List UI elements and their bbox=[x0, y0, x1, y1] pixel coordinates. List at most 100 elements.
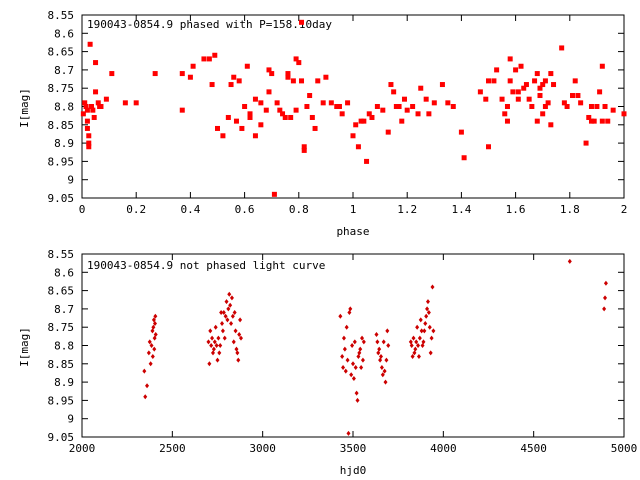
phased-data-point bbox=[401, 96, 407, 102]
phased-data-point bbox=[93, 89, 99, 95]
phased-data-point bbox=[271, 191, 277, 197]
lightcurve-data-point bbox=[345, 357, 350, 363]
lightcurve-data-point bbox=[350, 343, 355, 348]
lightcurve-y-tick-label: 8.9 bbox=[54, 376, 74, 389]
lightcurve-data-point bbox=[378, 357, 383, 363]
lightcurve-data-point bbox=[348, 306, 353, 312]
lightcurve-data-point bbox=[147, 339, 152, 345]
phased-data-point bbox=[269, 71, 275, 77]
phased-data-point bbox=[315, 78, 321, 84]
lightcurve-data-point bbox=[428, 350, 433, 356]
lightcurve-data-point bbox=[210, 350, 215, 356]
lightcurve-data-point bbox=[152, 335, 157, 341]
phased-data-point bbox=[309, 114, 315, 120]
lightcurve-data-point bbox=[421, 339, 426, 345]
lightcurve-data-point bbox=[349, 372, 354, 378]
lightcurve-data-point bbox=[419, 328, 424, 334]
phased-data-point bbox=[84, 125, 90, 131]
phased-data-point bbox=[212, 52, 218, 58]
phased-data-point bbox=[282, 114, 288, 120]
phased-y-tick-label: 8.55 bbox=[48, 9, 75, 22]
phased-data-point bbox=[369, 114, 375, 120]
phased-data-point bbox=[594, 104, 600, 109]
lightcurve-data-point bbox=[384, 357, 389, 363]
phased-data-point bbox=[88, 104, 94, 109]
lightcurve-data-point bbox=[380, 372, 385, 378]
lightcurve-data-point bbox=[213, 324, 218, 330]
phased-data-point bbox=[179, 71, 185, 77]
phased-data-point bbox=[258, 122, 264, 128]
lightcurve-data-point bbox=[422, 328, 427, 334]
phased-data-point bbox=[418, 85, 424, 91]
lightcurve-data-point bbox=[353, 364, 358, 370]
phased-x-tick-label: 1.8 bbox=[560, 203, 580, 216]
lightcurve-data-point bbox=[219, 310, 224, 316]
phased-y-axis-label: I[mag] bbox=[18, 88, 31, 128]
lightcurve-data-point bbox=[603, 295, 608, 301]
phased-data-point bbox=[296, 60, 302, 66]
lightcurve-data-point bbox=[376, 350, 381, 356]
phased-data-point bbox=[578, 100, 584, 106]
phased-data-point bbox=[605, 118, 611, 124]
phased-data-point bbox=[393, 104, 399, 109]
phased-data-point bbox=[290, 78, 296, 84]
phased-data-point bbox=[339, 111, 345, 117]
phased-data-point bbox=[90, 107, 96, 113]
phased-data-point bbox=[323, 74, 329, 80]
phased-data-point bbox=[597, 89, 603, 95]
lightcurve-data-point bbox=[351, 375, 356, 381]
lightcurve-data-point bbox=[229, 295, 234, 301]
lightcurve-data-point bbox=[148, 361, 153, 367]
lightcurve-data-point bbox=[355, 397, 360, 403]
phased-data-point bbox=[588, 118, 594, 124]
lightcurve-data-point bbox=[342, 346, 347, 352]
phased-data-point bbox=[621, 111, 627, 117]
phased-plot-frame bbox=[81, 14, 625, 199]
lightcurve-data-point bbox=[412, 350, 417, 356]
phased-data-point bbox=[548, 71, 554, 77]
phased-data-point bbox=[426, 111, 432, 117]
phased-data-point bbox=[540, 111, 546, 117]
lightcurve-data-point bbox=[222, 335, 227, 341]
phased-data-point bbox=[513, 67, 519, 73]
phased-data-point bbox=[301, 147, 307, 153]
phased-data-point bbox=[247, 111, 253, 117]
lightcurve-y-tick-label: 8.6 bbox=[54, 266, 74, 279]
lightcurve-x-tick-label: 3000 bbox=[249, 442, 276, 455]
lightcurve-y-tick-label: 8.55 bbox=[48, 248, 75, 261]
phased-data-point bbox=[266, 89, 272, 95]
lightcurve-x-tick-label: 4000 bbox=[430, 442, 457, 455]
phased-data-point bbox=[345, 100, 351, 106]
lightcurve-y-tick-label: 9 bbox=[67, 413, 74, 426]
lightcurve-data-point bbox=[414, 339, 419, 345]
phased-data-point bbox=[285, 74, 291, 80]
phased-x-tick-label: 2 bbox=[621, 203, 628, 216]
lightcurve-data-point bbox=[231, 339, 236, 345]
phased-data-point bbox=[404, 107, 410, 113]
phased-data-point bbox=[537, 85, 543, 91]
lightcurve-data-point bbox=[146, 350, 151, 356]
lightcurve-y-tick-label: 9.05 bbox=[48, 431, 75, 444]
phased-data-point bbox=[285, 71, 291, 77]
lightcurve-data-point bbox=[427, 324, 432, 330]
phased-data-point bbox=[534, 118, 540, 124]
lightcurve-data-point bbox=[143, 394, 148, 400]
lightcurve-data-point bbox=[416, 353, 421, 359]
lightcurve-data-point bbox=[218, 343, 223, 348]
phased-data-point bbox=[491, 78, 497, 84]
phased-data-point bbox=[494, 67, 500, 73]
phased-x-axis-label: phase bbox=[336, 225, 369, 238]
phased-data-point bbox=[95, 100, 101, 106]
phased-data-point bbox=[583, 140, 589, 146]
phased-y-tick-label: 9 bbox=[67, 174, 74, 187]
lightcurve-data-point bbox=[207, 361, 212, 367]
lightcurve-x-tick-label: 2500 bbox=[159, 442, 186, 455]
phased-data-point bbox=[450, 104, 456, 109]
phased-data-point bbox=[355, 144, 361, 150]
phased-data-point bbox=[334, 104, 340, 109]
phased-data-point bbox=[515, 89, 521, 95]
lightcurve-data-point bbox=[356, 353, 361, 359]
phased-data-point bbox=[526, 96, 532, 102]
phased-data-point bbox=[518, 63, 524, 69]
